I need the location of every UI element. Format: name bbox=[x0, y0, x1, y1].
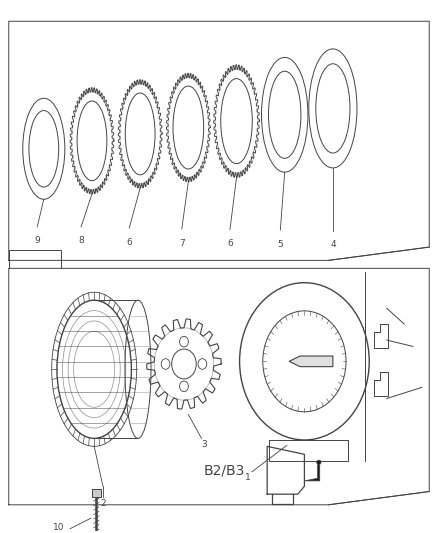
Text: 1: 1 bbox=[244, 473, 251, 482]
Polygon shape bbox=[289, 356, 333, 367]
Text: 4: 4 bbox=[330, 240, 336, 249]
Text: 6: 6 bbox=[227, 239, 233, 248]
Text: 7: 7 bbox=[179, 239, 185, 248]
Ellipse shape bbox=[317, 460, 321, 464]
Text: 9: 9 bbox=[34, 237, 40, 246]
Text: 5: 5 bbox=[277, 240, 283, 249]
Text: B2/B3: B2/B3 bbox=[204, 463, 245, 477]
Text: 6: 6 bbox=[126, 238, 132, 247]
Text: 8: 8 bbox=[78, 237, 84, 246]
Text: 2: 2 bbox=[100, 499, 106, 508]
FancyBboxPatch shape bbox=[92, 489, 101, 497]
Text: 3: 3 bbox=[201, 440, 207, 449]
Polygon shape bbox=[304, 462, 320, 481]
Text: 10: 10 bbox=[53, 523, 65, 532]
